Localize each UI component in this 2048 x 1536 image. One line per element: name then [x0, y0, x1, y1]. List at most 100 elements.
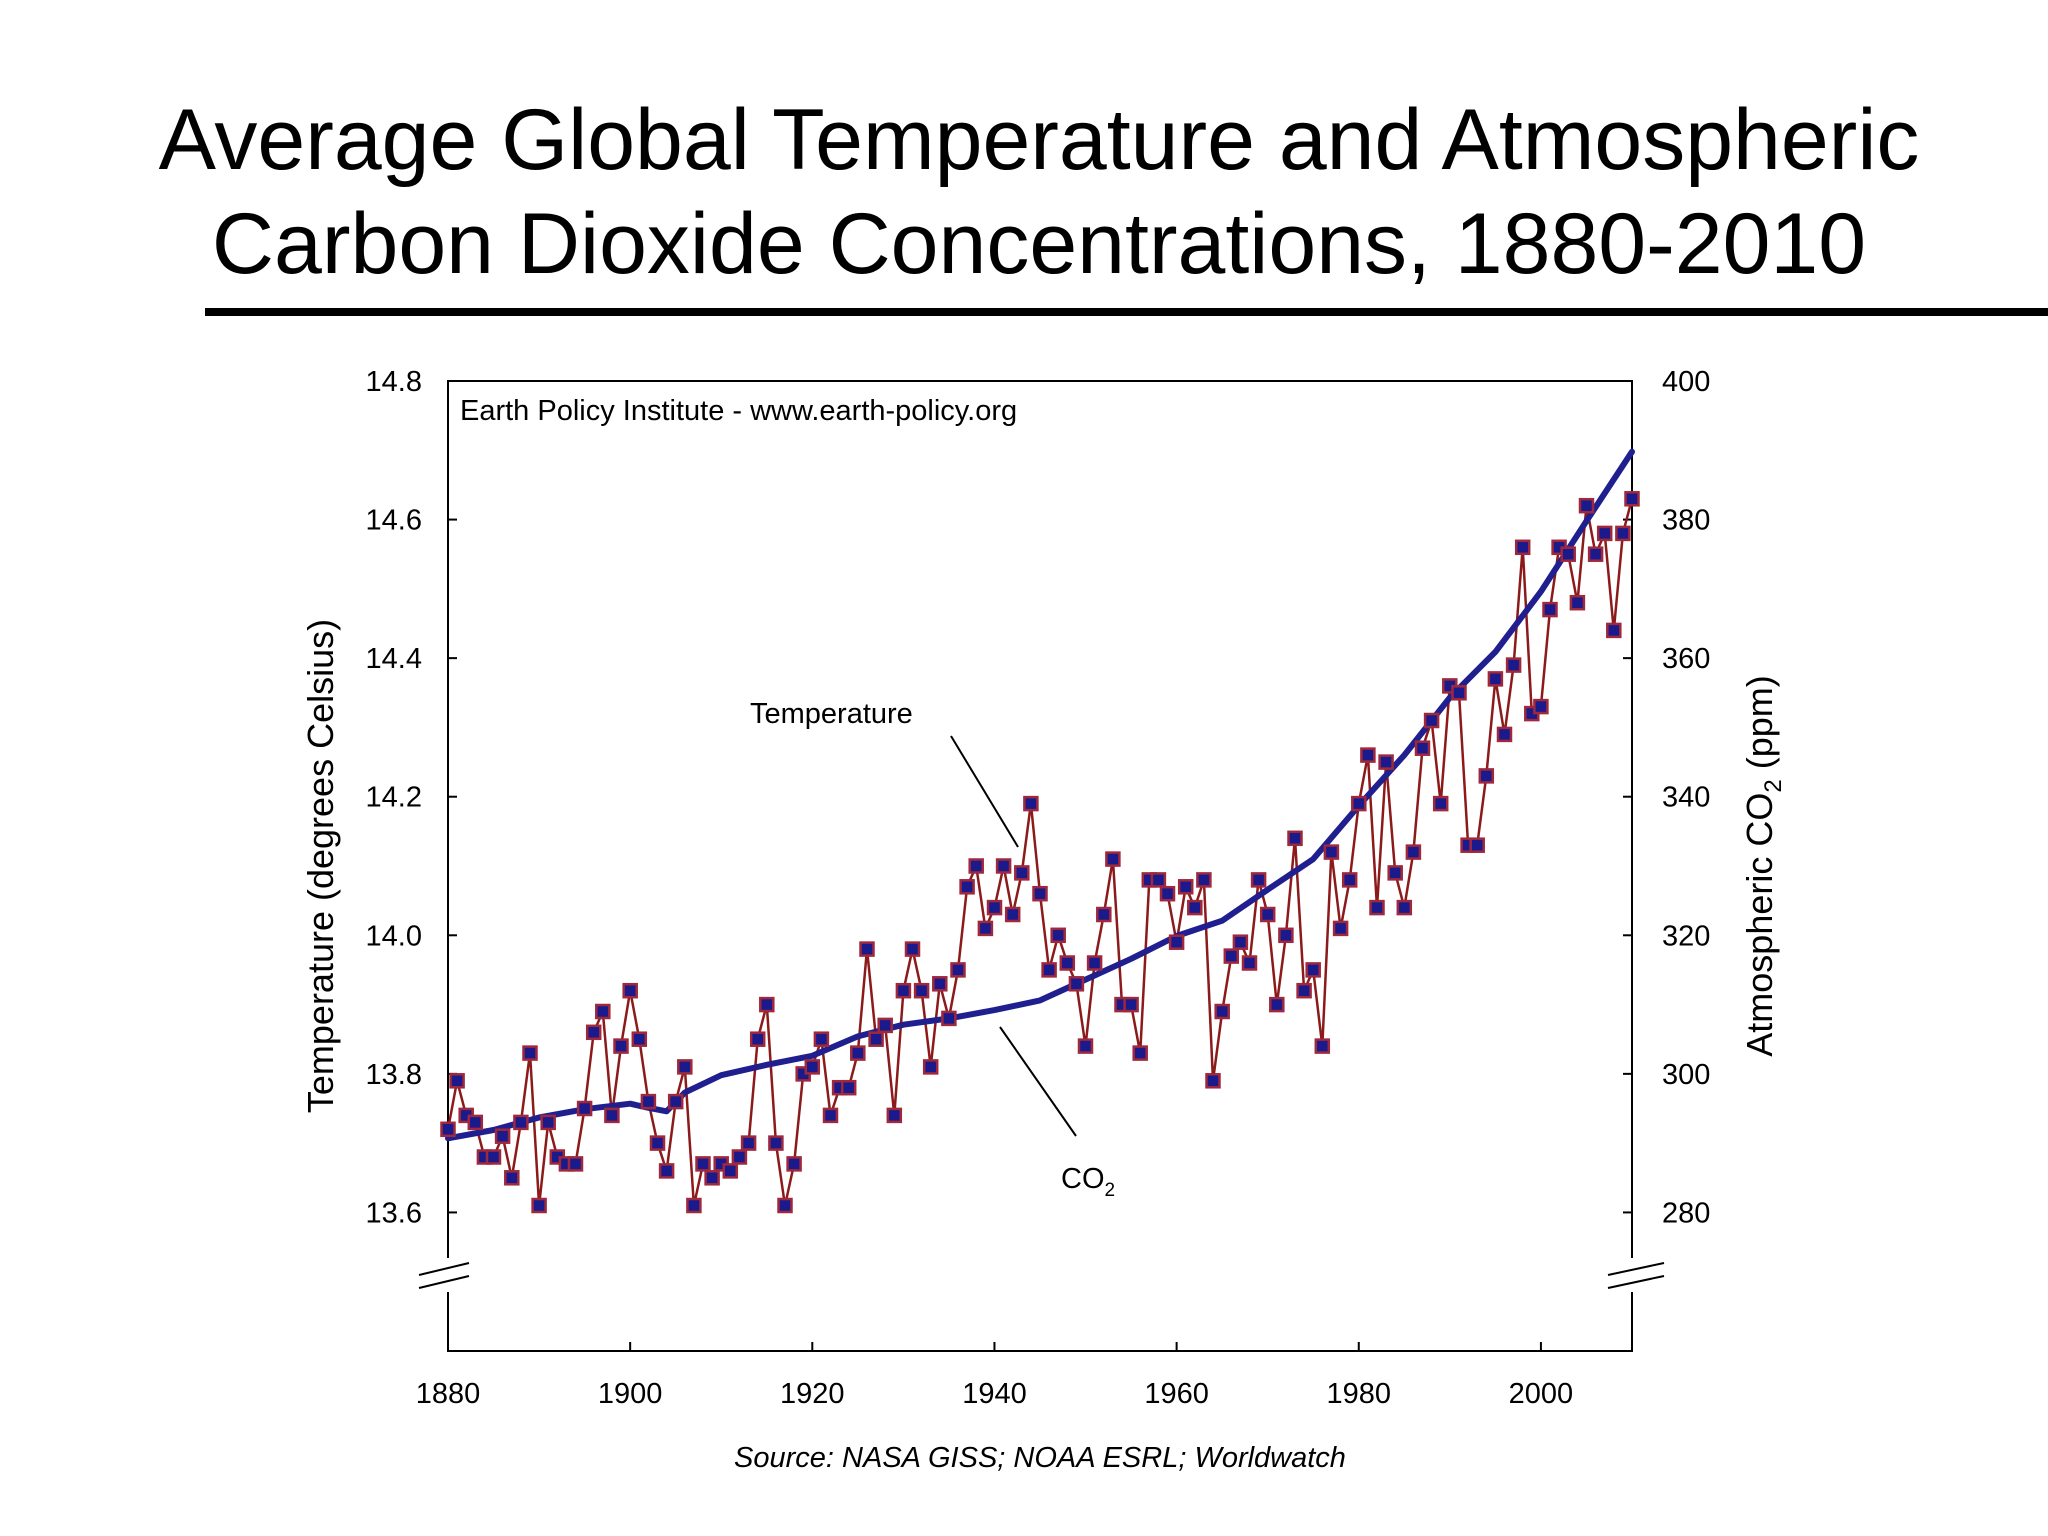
- plot-area: [447, 380, 1633, 1352]
- left-y-tick-label: 14.6: [366, 505, 422, 537]
- temperature-point: [1287, 830, 1303, 847]
- temperature-point: [740, 1135, 757, 1151]
- temperature-point: [759, 996, 775, 1013]
- temperature-point: [822, 1107, 839, 1124]
- left-y-tick-label: 14.8: [366, 366, 422, 398]
- temperature-point: [1414, 740, 1431, 756]
- temperature-point: [1606, 622, 1622, 639]
- temperature-point: [613, 1038, 629, 1054]
- temperature-point: [768, 1135, 784, 1151]
- x-tick-label: 1980: [1327, 1378, 1392, 1410]
- temperature-point: [1341, 872, 1358, 888]
- temperature-point: [731, 1149, 748, 1165]
- temperature-point: [1223, 948, 1240, 964]
- temperature-point: [1615, 525, 1631, 542]
- left-y-tick-label: 13.6: [366, 1197, 422, 1229]
- temperature-point: [1469, 837, 1485, 853]
- x-tick-label: 1900: [598, 1378, 663, 1410]
- left-y-tick-label: 14.0: [366, 920, 422, 952]
- temperature-point: [995, 858, 1012, 874]
- temperature-point: [640, 1093, 657, 1110]
- title-line-1: Average Global Temperature and Atmospher…: [158, 92, 1920, 188]
- temperature-point: [1323, 844, 1340, 860]
- co2-annotation-leader: [999, 1026, 1077, 1137]
- series-layer: [440, 448, 1640, 1214]
- temperature-point: [840, 1079, 857, 1096]
- temperature-point: [1214, 1003, 1230, 1020]
- temperature-point: [1132, 1045, 1148, 1061]
- temperature-point: [1041, 962, 1057, 978]
- temperature-point: [877, 1017, 893, 1034]
- temperature-point: [959, 879, 975, 895]
- temperature-point: [977, 920, 994, 937]
- temperature-point: [1059, 955, 1076, 971]
- temperature-point: [1423, 712, 1440, 729]
- temperature-point: [850, 1045, 866, 1061]
- right-axis-label-sub: 2: [1760, 779, 1787, 792]
- temperature-point: [649, 1135, 666, 1151]
- temperature-point: [449, 1073, 465, 1089]
- right-y-tick-label: 280: [1662, 1197, 1710, 1229]
- temperature-point: [1232, 934, 1249, 950]
- temperature-point: [667, 1093, 684, 1110]
- right-y-tick-label: 340: [1662, 782, 1710, 814]
- temperature-point: [886, 1107, 903, 1124]
- temperature-point: [467, 1114, 484, 1131]
- right-axis-label-main: Atmospheric CO: [1739, 793, 1780, 1057]
- source-note: Source: NASA GISS; NOAA ESRL; Worldwatch: [734, 1442, 1346, 1474]
- temperature-annotation-leader: [950, 735, 1019, 848]
- temperature-point: [904, 941, 921, 957]
- title-divider: [205, 308, 2048, 316]
- temperature-point: [622, 982, 638, 999]
- temperature-point: [1514, 539, 1531, 556]
- temperature-point: [1432, 795, 1449, 812]
- co2-annotation: CO2: [1061, 1163, 1115, 1201]
- temperature-point: [1360, 747, 1376, 763]
- temperature-point: [777, 1197, 793, 1214]
- temperature-point: [1269, 996, 1285, 1013]
- temperature-point: [1378, 754, 1394, 770]
- temperature-point: [1296, 982, 1312, 999]
- temperature-point: [1351, 795, 1367, 812]
- right-axis-label: Atmospheric CO2 (ppm): [1739, 675, 1787, 1056]
- left-axis-break: [418, 1258, 474, 1292]
- temperature-point: [567, 1156, 584, 1172]
- temperature-point: [704, 1170, 720, 1186]
- temperature-point: [695, 1156, 711, 1172]
- temperature-point: [1387, 865, 1403, 881]
- temperature-point: [604, 1107, 620, 1124]
- temperature-point: [1023, 795, 1039, 812]
- temperature-point: [504, 1170, 520, 1186]
- temperature-point: [1014, 865, 1030, 881]
- temperature-point: [1369, 899, 1385, 916]
- temperature-point: [686, 1197, 702, 1214]
- temperature-point: [1578, 497, 1595, 514]
- temperature-annotation: Temperature: [750, 698, 913, 730]
- temperature-point: [522, 1045, 538, 1061]
- temperature-point: [1396, 899, 1413, 916]
- right-y-tick-label: 320: [1662, 920, 1710, 952]
- right-y-tick-label: 300: [1662, 1059, 1710, 1091]
- temperature-point: [941, 1010, 957, 1027]
- temperature-point: [1405, 844, 1422, 860]
- temperature-point: [859, 941, 875, 957]
- temperature-point: [1205, 1073, 1221, 1089]
- temperature-point: [1196, 872, 1212, 888]
- temperature-point: [585, 1024, 602, 1041]
- temperature-point: [540, 1114, 556, 1131]
- temperature-point: [1086, 955, 1103, 971]
- left-y-tick-label: 14.4: [366, 643, 422, 675]
- temperature-point: [1533, 698, 1549, 715]
- temperature-point: [950, 962, 966, 978]
- temperature-point: [1505, 657, 1522, 673]
- temperature-point: [1259, 906, 1276, 923]
- temperature-point: [986, 899, 1003, 916]
- temperature-point: [1560, 546, 1576, 562]
- left-y-tick-label: 13.8: [366, 1059, 422, 1091]
- temperature-point: [595, 1003, 611, 1020]
- temperature-point: [1159, 885, 1176, 902]
- temperature-point: [749, 1031, 766, 1047]
- temperature-point: [1123, 996, 1139, 1013]
- temperature-point: [895, 982, 912, 999]
- right-axis-break: [1606, 1258, 1665, 1292]
